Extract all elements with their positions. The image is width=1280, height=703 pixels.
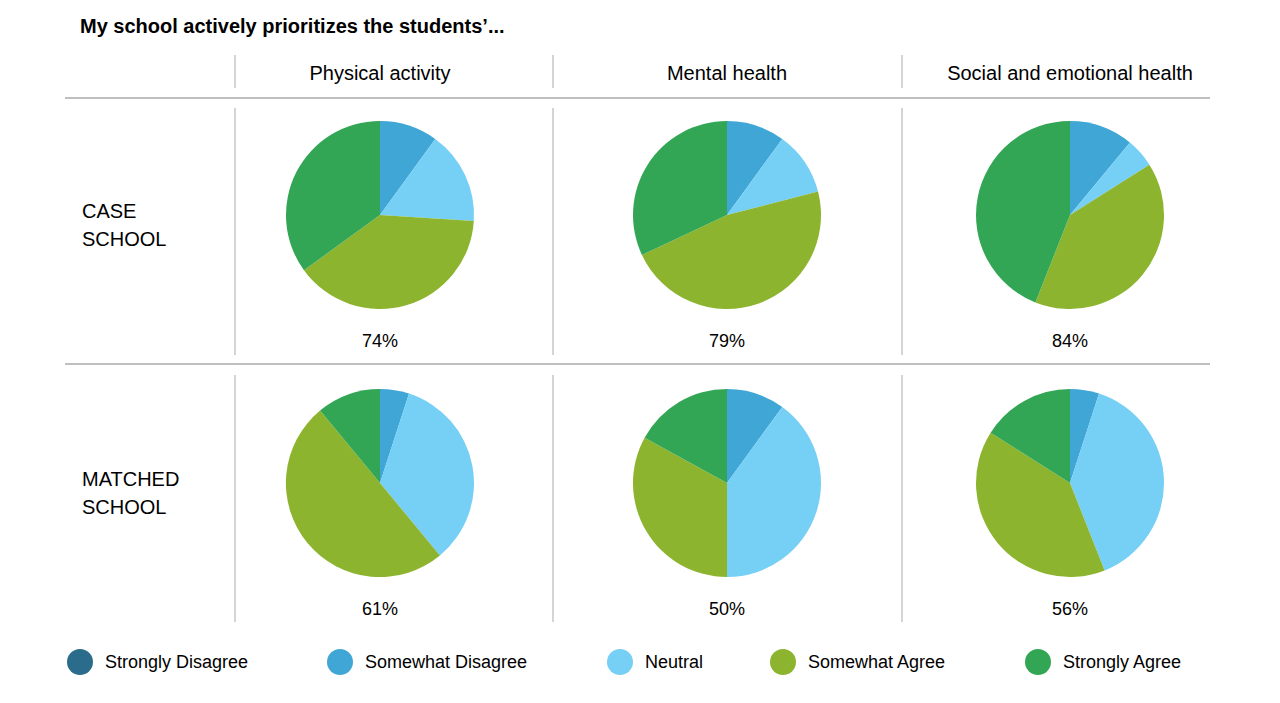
legend-label: Somewhat Agree: [808, 652, 945, 672]
separator: [553, 375, 554, 622]
legend-swatch: [327, 649, 353, 675]
legend-label: Strongly Agree: [1063, 652, 1181, 672]
pie: [976, 121, 1164, 309]
column-header: Mental health: [667, 62, 787, 84]
column-header: Social and emotional health: [947, 62, 1193, 84]
pie: [286, 121, 474, 309]
agree-total: 61%: [362, 599, 398, 619]
rule: [65, 97, 1210, 99]
pie-slice: [380, 139, 474, 221]
separator: [235, 375, 236, 622]
legend-label: Somewhat Disagree: [365, 652, 527, 672]
chart: My school actively prioritizes the stude…: [0, 0, 1280, 703]
pie-slice: [633, 121, 727, 255]
legend-swatch: [67, 649, 93, 675]
pie-slice: [645, 389, 727, 483]
pie: [633, 121, 821, 309]
separator: [235, 55, 236, 88]
legend-label: Strongly Disagree: [105, 652, 248, 672]
pie-slice: [727, 407, 821, 577]
row-label: MATCHEDSCHOOL: [82, 468, 179, 518]
separator: [902, 55, 903, 88]
agree-total: 56%: [1052, 599, 1088, 619]
agree-total: 50%: [709, 599, 745, 619]
pie: [286, 389, 474, 577]
row-label: CASESCHOOL: [82, 200, 166, 250]
separator: [902, 108, 903, 355]
legend-label: Neutral: [645, 652, 703, 672]
agree-total: 84%: [1052, 331, 1088, 351]
pie-slice: [976, 121, 1070, 302]
separator: [235, 108, 236, 355]
legend: Strongly Disagree Somewhat Disagree Neutra…: [67, 649, 1181, 675]
legend-swatch: [1025, 649, 1051, 675]
pie: [633, 389, 821, 577]
rule: [65, 363, 1210, 365]
separator: [553, 108, 554, 355]
pie-slice: [286, 121, 380, 270]
separator: [902, 375, 903, 622]
column-header: Physical activity: [309, 62, 450, 84]
agree-total: 79%: [709, 331, 745, 351]
pie-slice: [991, 389, 1070, 483]
separator: [553, 55, 554, 88]
title: My school actively prioritizes the stude…: [80, 15, 505, 37]
legend-swatch: [770, 649, 796, 675]
legend-swatch: [607, 649, 633, 675]
pie-slice: [320, 389, 380, 483]
agree-total: 74%: [362, 331, 398, 351]
grid-lines: [65, 55, 1210, 622]
pie: [976, 389, 1164, 577]
